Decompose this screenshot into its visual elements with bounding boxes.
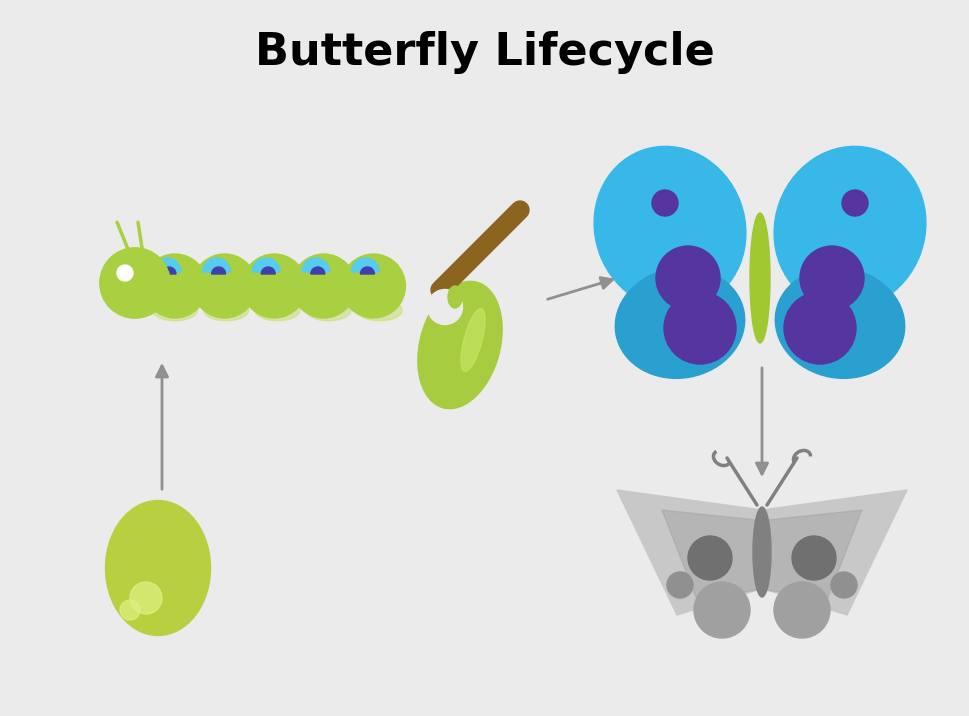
Circle shape — [292, 254, 356, 318]
Circle shape — [120, 600, 140, 620]
Circle shape — [100, 248, 170, 318]
Wedge shape — [310, 267, 325, 274]
Ellipse shape — [255, 300, 299, 321]
Circle shape — [791, 536, 835, 580]
Wedge shape — [252, 258, 280, 272]
Ellipse shape — [152, 300, 198, 321]
Circle shape — [783, 292, 855, 364]
Polygon shape — [766, 510, 861, 600]
Circle shape — [799, 246, 863, 310]
Ellipse shape — [752, 507, 770, 597]
Ellipse shape — [773, 146, 925, 309]
Circle shape — [130, 582, 162, 614]
Circle shape — [242, 254, 306, 318]
Ellipse shape — [306, 300, 351, 321]
Circle shape — [841, 190, 867, 216]
Wedge shape — [351, 258, 379, 272]
Circle shape — [830, 572, 857, 598]
Wedge shape — [203, 258, 231, 272]
Ellipse shape — [448, 286, 461, 308]
Ellipse shape — [106, 500, 210, 636]
Wedge shape — [360, 267, 374, 274]
Ellipse shape — [749, 213, 769, 343]
Wedge shape — [261, 267, 275, 274]
Polygon shape — [616, 490, 762, 615]
Wedge shape — [162, 267, 175, 274]
Circle shape — [693, 582, 749, 638]
Circle shape — [773, 582, 829, 638]
Circle shape — [655, 246, 719, 310]
Circle shape — [651, 190, 677, 216]
Wedge shape — [153, 258, 181, 272]
Polygon shape — [661, 510, 756, 600]
Circle shape — [193, 254, 257, 318]
Ellipse shape — [418, 281, 502, 409]
Ellipse shape — [203, 300, 248, 321]
Polygon shape — [762, 490, 906, 615]
Circle shape — [142, 254, 206, 318]
Ellipse shape — [357, 300, 402, 321]
Ellipse shape — [614, 268, 744, 378]
Ellipse shape — [460, 309, 484, 372]
Ellipse shape — [593, 146, 745, 309]
Text: Butterfly Lifecycle: Butterfly Lifecycle — [255, 31, 714, 74]
Circle shape — [341, 254, 405, 318]
Circle shape — [667, 572, 692, 598]
Wedge shape — [211, 267, 226, 274]
Circle shape — [687, 536, 732, 580]
Circle shape — [664, 292, 735, 364]
Ellipse shape — [427, 289, 462, 324]
Circle shape — [117, 265, 133, 281]
Ellipse shape — [774, 268, 904, 378]
Wedge shape — [301, 258, 329, 272]
